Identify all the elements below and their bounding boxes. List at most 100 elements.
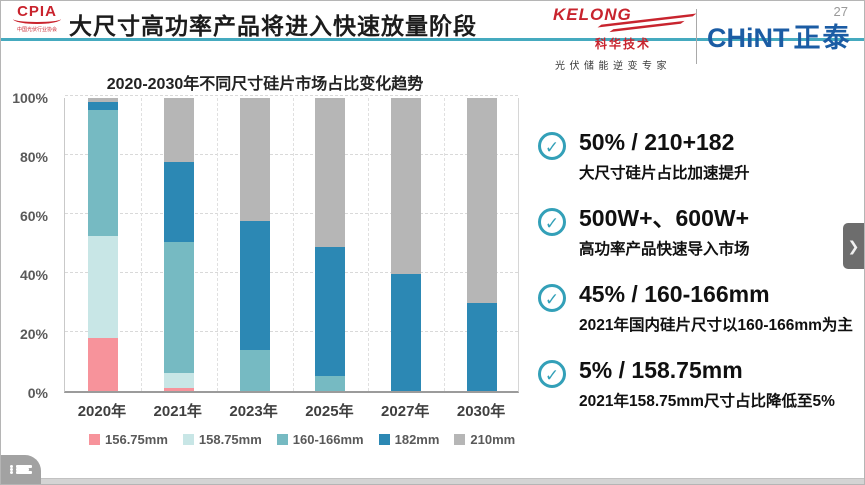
key-point-4: ✓ 5% / 158.75mm 2021年158.75mm尺寸占比降低至5% (538, 357, 863, 411)
bar-slot (444, 98, 520, 391)
bar-segment-160-166mm (315, 376, 346, 391)
key-point-text: 500W+、600W+ 高功率产品快速导入市场 (579, 205, 863, 259)
bar-segment-210mm (391, 98, 422, 274)
header-divider-line (1, 38, 864, 41)
cpia-logo-text: CPIA (9, 4, 65, 24)
bar-segment-156.75mm (87, 338, 118, 391)
logo-divider (696, 9, 697, 64)
chint-logo: CHiNT 正泰 (707, 16, 852, 55)
legend-label: 182mm (394, 432, 440, 447)
key-point-1: ✓ 50% / 210+182 大尺寸硅片占比加速提升 (538, 129, 863, 183)
slide-list-button[interactable] (1, 455, 41, 484)
bar-segment-182mm (87, 102, 118, 110)
y-axis-label: 0% (27, 385, 48, 401)
key-point-heading: 5% / 158.75mm (579, 357, 743, 383)
x-axis-label: 2027年 (381, 403, 430, 420)
gridline (216, 98, 218, 391)
key-point-heading: 500W+、600W+ (579, 205, 750, 231)
stacked-bar-2023年 (239, 98, 270, 391)
bar-segment-210mm (239, 98, 270, 222)
x-axis-label: 2030年 (456, 403, 506, 420)
gridline (65, 95, 518, 96)
chint-logo-cn: 正泰 (793, 23, 852, 53)
legend-item-158.75mm: 158.75mm (182, 432, 262, 447)
legend-label: 158.75mm (198, 432, 262, 447)
bar-segment-160-166mm (87, 109, 118, 236)
list-icon (10, 465, 41, 474)
legend-label: 160-166mm (292, 432, 364, 447)
bar-segment-160-166mm (239, 349, 270, 391)
chevron-right-icon: ❯ (847, 237, 860, 254)
bar-segment-182mm (163, 162, 194, 242)
gridline (444, 98, 446, 391)
page-number: 27 (833, 4, 848, 19)
bar-slot (141, 98, 217, 391)
check-circle-icon: ✓ (538, 284, 566, 312)
cpia-logo-subtext: 中国光伏行业协会 (16, 27, 57, 33)
key-point-text: 5% / 158.75mm 2021年158.75mm尺寸占比降低至5% (579, 357, 863, 411)
y-axis-label: 20% (19, 326, 48, 342)
chart-legend: 156.75mm 158.75mm 160-166mm 182mm 210mm (89, 432, 529, 447)
stacked-bar-2020年 (87, 98, 118, 391)
gridline (65, 213, 518, 214)
key-point-heading: 45% / 160-166mm (579, 281, 770, 307)
bar-slot (368, 98, 444, 391)
slide-title: 大尺寸高功率产品将进入快速放量阶段 (69, 13, 477, 39)
kelong-logo-text: KELONG (553, 5, 632, 24)
plot-area (64, 95, 520, 393)
key-point-subtext: 高功率产品快速导入市场 (579, 241, 750, 258)
cpia-logo: CPIA 中国光伏行业协会 (9, 4, 65, 37)
bar-segment-158.75mm (87, 235, 118, 339)
gridline (140, 98, 142, 391)
x-axis-label: 2021年 (153, 403, 202, 420)
legend-label: 210mm (470, 432, 516, 447)
bar-segment-210mm (467, 98, 498, 304)
bar-slot (65, 98, 141, 391)
bar-segment-182mm (467, 303, 498, 391)
key-point-3: ✓ 45% / 160-166mm 2021年国内硅片尺寸以160-166mm为主 (538, 281, 863, 335)
legend-swatch (454, 434, 466, 445)
kelong-tagline: 光伏储能逆变专家 (555, 61, 671, 72)
chint-logo-en: CHiNT (707, 23, 790, 53)
legend-swatch (276, 434, 288, 445)
key-point-text: 50% / 210+182 大尺寸硅片占比加速提升 (579, 129, 863, 183)
y-axis-label: 80% (19, 149, 48, 165)
x-axis-label: 2023年 (229, 403, 278, 420)
key-points-list: ✓ 50% / 210+182 大尺寸硅片占比加速提升 ✓ 500W+、600W+ 高功率… (538, 1, 863, 484)
next-slide-button[interactable]: ❯ (843, 223, 864, 269)
chart-x-axis: 2020年 2021年 2023年 2025年 2027年 2030年 (64, 400, 519, 420)
bar-segment-182mm (239, 221, 270, 350)
legend-item-210mm: 210mm (454, 432, 515, 447)
bar-segment-210mm (163, 98, 194, 163)
bar-segment-158.75mm (163, 373, 194, 389)
bar-segment-210mm (315, 98, 346, 248)
gridline (65, 154, 518, 155)
y-axis-label: 40% (19, 267, 48, 283)
key-point-text: 45% / 160-166mm 2021年国内硅片尺寸以160-166mm为主 (579, 281, 863, 335)
stacked-bar-2030年 (467, 98, 498, 391)
bar-segment-182mm (391, 273, 422, 391)
stacked-bar-2025年 (315, 98, 346, 391)
legend-swatch (182, 434, 194, 445)
stacked-bar-2027年 (391, 98, 422, 391)
legend-swatch (89, 434, 100, 445)
key-point-subtext: 2021年国内硅片尺寸以160-166mm为主 (579, 317, 853, 334)
y-axis-label: 100% (12, 90, 48, 106)
bar-segment-182mm (315, 247, 346, 377)
bar-slot (293, 98, 369, 391)
check-circle-icon: ✓ (538, 132, 566, 160)
chart-title: 2020-2030年不同尺寸硅片市场占比变化趋势 (106, 76, 424, 93)
key-point-subtext: 2021年158.75mm尺寸占比降低至5% (579, 393, 835, 410)
key-point-2: ✓ 500W+、600W+ 高功率产品快速导入市场 (538, 205, 863, 259)
bar-segment-210mm (87, 98, 118, 103)
bar-segment-160-166mm (163, 241, 194, 374)
y-axis-label: 60% (19, 208, 48, 224)
bottom-edge-strip (1, 478, 864, 484)
legend-item-182mm: 182mm (378, 432, 440, 447)
gridline (65, 331, 518, 332)
kelong-cn-text: 科华技术 (595, 37, 652, 51)
stacked-bar-2021年 (163, 98, 194, 391)
gridline (65, 272, 518, 273)
key-point-subtext: 大尺寸硅片占比加速提升 (579, 165, 750, 182)
